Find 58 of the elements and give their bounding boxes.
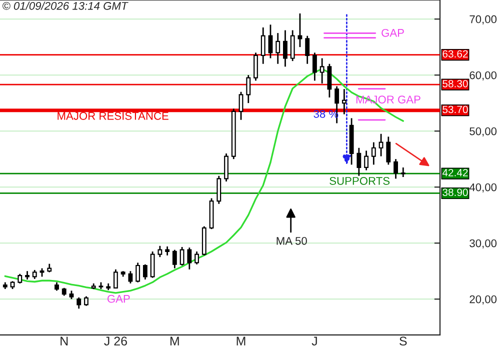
candlestick (290, 30, 295, 62)
candlestick (158, 245, 162, 258)
y-tick-label: 30,00 (470, 239, 497, 249)
candlestick (187, 246, 192, 270)
candlestick (378, 133, 384, 157)
candlestick (276, 32, 280, 65)
x-tick-label: S (400, 336, 407, 346)
candlestick (180, 246, 184, 266)
candlestick (84, 296, 88, 307)
candlestick (216, 175, 222, 205)
candlestick (356, 147, 362, 177)
y-tick-label: 20,00 (470, 295, 497, 305)
candlestick (194, 250, 199, 266)
candlestick (76, 296, 82, 310)
y-tick-label: 40,00 (469, 183, 497, 193)
candlestick (260, 26, 266, 65)
candlestick (371, 142, 376, 166)
candlestick (386, 136, 391, 166)
candlestick (394, 158, 398, 180)
annotation: MAJOR RESISTANCE (58, 112, 168, 120)
y-tick-label: 60,00 (470, 71, 497, 81)
candlestick (172, 249, 177, 269)
x-tick-label: J (312, 336, 317, 346)
candlestick (150, 250, 155, 279)
ref-line-label: 58.30 (442, 80, 468, 88)
candlestick (238, 91, 244, 121)
x-tick-label: M (170, 336, 179, 346)
candlestick (224, 152, 228, 182)
x-tick-label: N (60, 336, 68, 346)
x-tick-label: M (236, 336, 246, 346)
candlestick (320, 58, 324, 84)
candlestick (283, 30, 288, 68)
candlestick (327, 63, 332, 98)
annotation: GAP (107, 294, 130, 303)
candlestick (364, 150, 369, 171)
x-tick-label: J 26 (104, 336, 127, 346)
candlestick (400, 166, 406, 178)
ref-line-label: 38.90 (442, 188, 468, 196)
y-tick-label: 70,00 (470, 15, 497, 24)
y-tick-label: 50,00 (470, 127, 497, 137)
ref-line-label: 63.62 (442, 50, 468, 58)
candlestick (136, 262, 140, 283)
annotation: SUPPORTS (330, 176, 390, 185)
ref-line-label: 42.42 (442, 168, 468, 176)
candlestick (268, 24, 273, 59)
candlestick (18, 273, 22, 284)
candlestick (254, 52, 258, 82)
ref-line-label: 53.70 (442, 106, 468, 114)
candlestick (312, 52, 317, 82)
annotation: MA 50 (276, 236, 307, 245)
candlestick (114, 268, 118, 290)
candlestick (305, 35, 310, 65)
candlestick (142, 264, 148, 280)
chart-title: © 01/09/2026 13:14 GMT (2, 2, 128, 10)
candlestick (246, 74, 251, 104)
candlestick (128, 270, 133, 284)
annotation: GAP (382, 28, 404, 37)
candlestick (342, 88, 346, 115)
